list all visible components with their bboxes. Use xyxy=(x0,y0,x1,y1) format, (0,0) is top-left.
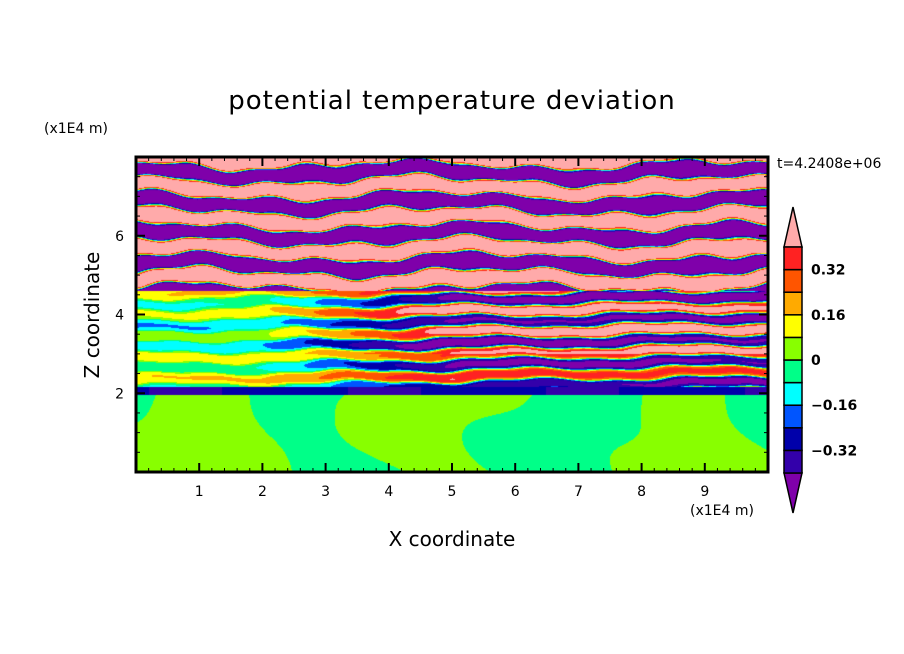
y-axis-unit: (x1E4 m) xyxy=(44,121,108,137)
colorbar-swatch xyxy=(783,246,803,271)
y-tick-label: 2 xyxy=(115,386,124,402)
colorbar-swatch xyxy=(783,268,803,293)
x-tick-label: 6 xyxy=(511,484,520,500)
colorbar-label: 0.16 xyxy=(811,308,846,324)
plot-frame xyxy=(134,155,770,474)
x-tick-label: 3 xyxy=(321,484,330,500)
x-tick-label: 5 xyxy=(448,484,457,500)
colorbar-swatch xyxy=(783,291,803,316)
colorbar-swatch xyxy=(783,449,803,474)
time-label: t=4.2408e+06 xyxy=(777,156,882,172)
chart-title: potential temperature deviation xyxy=(228,86,676,116)
colorbar-over-triangle xyxy=(783,206,803,248)
colorbar-swatch xyxy=(783,314,803,339)
x-tick-label: 7 xyxy=(574,484,583,500)
x-tick-label: 2 xyxy=(258,484,267,500)
colorbar-label: 0.32 xyxy=(811,263,846,279)
colorbar-swatch xyxy=(783,427,803,452)
colorbar-under-triangle xyxy=(783,472,803,514)
x-tick-label: 9 xyxy=(700,484,709,500)
colorbar-swatch xyxy=(783,404,803,429)
y-tick-label: 6 xyxy=(115,229,124,245)
x-tick-label: 4 xyxy=(384,484,393,500)
colorbar-swatch xyxy=(783,359,803,384)
colorbar-swatch xyxy=(783,381,803,406)
x-axis-unit: (x1E4 m) xyxy=(690,503,754,519)
colorbar-label: −0.16 xyxy=(811,398,857,414)
x-axis-label: X coordinate xyxy=(388,527,516,551)
y-tick-label: 4 xyxy=(115,308,124,324)
contour-field xyxy=(136,157,768,472)
x-tick-label: 1 xyxy=(195,484,204,500)
colorbar-label: −0.32 xyxy=(811,443,857,459)
x-tick-label: 8 xyxy=(637,484,646,500)
colorbar-swatch xyxy=(783,336,803,361)
colorbar-label: 0 xyxy=(811,353,821,369)
